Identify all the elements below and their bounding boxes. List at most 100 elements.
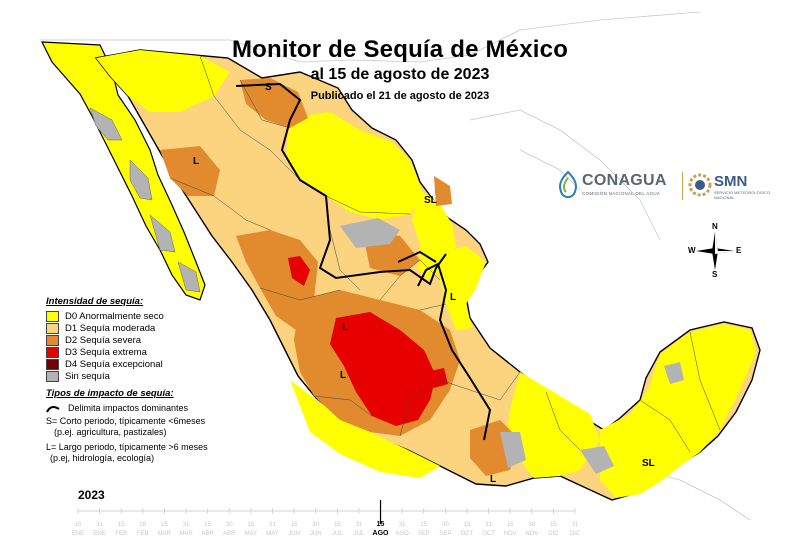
timeline-day-label: 15: [420, 522, 427, 528]
legend-item: D3 Sequía extrema: [46, 346, 276, 358]
legend-label: D3 Sequía extrema: [65, 346, 147, 358]
label-l-center-2: L: [340, 370, 346, 381]
d3-areas: [288, 256, 448, 426]
label-l-east: L: [450, 292, 456, 303]
legend-item: D2 Sequía severa: [46, 334, 276, 346]
compass-west: W: [688, 246, 696, 255]
timeline-month-label: FEB: [115, 531, 127, 537]
legend-swatch-d2: [46, 334, 59, 346]
legend-intensity-heading: Intensidad de sequía:: [46, 296, 144, 307]
compass-rose: N S E W: [688, 222, 742, 279]
timeline-day-label: 31: [356, 522, 363, 528]
impact-line-label: Delimita impactos dominantes: [68, 403, 189, 413]
timeline-year: 2023: [78, 488, 105, 502]
timeline-month-label: SEP: [418, 531, 430, 537]
timeline-day-label: 30: [442, 522, 449, 528]
timeline-month-label: JUL: [332, 531, 343, 537]
timeline-day-label: 31: [96, 522, 103, 528]
timeline-month-label: DIC: [570, 531, 581, 537]
timeline-day-label: 15: [507, 522, 514, 528]
conagua-logo-icon: [559, 170, 577, 198]
timeline-month-label: MAY: [266, 531, 279, 537]
timeline-day-label: 15: [550, 522, 557, 528]
timeline-day-label: 30: [312, 522, 319, 528]
legend-label: D2 Sequía severa: [65, 334, 142, 346]
compass-south: S: [712, 270, 718, 279]
label-s-north: S: [265, 82, 272, 93]
legend-label: D4 Sequía excepcional: [65, 358, 163, 370]
timeline-day-label: 31: [183, 522, 190, 528]
legend-label: D0 Anormalmente seco: [65, 310, 164, 322]
timeline: 15 ENE 31 ENE 15 FEB 28 FEB 15 MAR 31 MAR 15 ABR 30 ABR…: [72, 500, 581, 537]
short-term-line2: (p.ej. agricultura, pastizales): [54, 427, 167, 437]
logo-divider: [682, 172, 683, 200]
label-l-northwest: L: [193, 156, 199, 167]
short-term-line1: S= Corto periodo, típicamente <6meses: [46, 416, 206, 426]
legend-swatch-none: [46, 370, 59, 382]
conagua-logo: CONAGUA: [582, 172, 667, 189]
smn-logo-icon: [688, 173, 712, 197]
timeline-day-label: 31: [399, 522, 406, 528]
legend-item: D4 Sequía excepcional: [46, 358, 276, 370]
compass-north: N: [712, 222, 718, 231]
timeline-month-label: ABR: [223, 531, 236, 537]
baja-california: [41, 41, 206, 301]
timeline-month-label: MAR: [179, 531, 193, 537]
timeline-month-label: DIC: [548, 531, 559, 537]
long-term-note: L= Largo periodo, típicamente >6 meses (…: [46, 442, 276, 464]
map-date: al 15 de agosto de 2023: [310, 66, 490, 83]
legend-item: Sin sequía: [46, 370, 276, 382]
compass-icon: [696, 232, 734, 270]
timeline-month-label: JUN: [288, 531, 300, 537]
label-sl-northeast: SL: [424, 195, 437, 206]
legend-swatch-d1: [46, 322, 59, 334]
timeline-day-label: 15: [464, 522, 471, 528]
long-term-line1: L= Largo periodo, típicamente >6 meses: [46, 442, 208, 452]
timeline-month-label: OCT: [482, 531, 495, 537]
timeline-month-label: AGO: [395, 531, 409, 537]
legend-swatch-d0: [46, 310, 59, 322]
compass-east: E: [736, 246, 742, 255]
label-l-south: L: [490, 474, 496, 485]
smn-subtitle: SERVICIO METEOROLÓGICO NACIONAL: [714, 190, 770, 200]
timeline-day-label: 15: [248, 522, 255, 528]
published-date: Publicado el 21 de agosto de 2023: [310, 90, 490, 102]
legend-swatch-d4: [46, 358, 59, 370]
map-title: Monitor de Sequía de México: [231, 36, 569, 63]
legend-impact-line-item: Delimita impactos dominantes: [46, 402, 276, 415]
timeline-month-label: SEP: [439, 531, 451, 537]
legend-label: Sin sequía: [65, 370, 110, 382]
timeline-day-label: 31: [269, 522, 276, 528]
timeline-month-label: ENE: [93, 531, 105, 537]
timeline-day-label: 31: [572, 522, 579, 528]
timeline-day-label: 15: [377, 521, 385, 528]
timeline-day-label: 30: [528, 522, 535, 528]
timeline-month-label: ENE: [72, 531, 84, 537]
conagua-subtitle: COMISIÓN NACIONAL DEL AGUA: [582, 191, 661, 196]
timeline-month-label: MAY: [245, 531, 258, 537]
long-term-line2: (p.ej, hidrología, ecología): [50, 453, 155, 463]
legend-label: D1 Sequía moderada: [65, 322, 156, 334]
legend-item: D1 Sequía moderada: [46, 322, 276, 334]
timeline-month-label: JUL: [354, 531, 365, 537]
impact-line-icon: [46, 405, 60, 412]
timeline-month-label: JUN: [310, 531, 322, 537]
label-l-center-1: L: [342, 322, 348, 333]
timeline-month-label: NOV: [525, 531, 538, 537]
timeline-day-label: 15: [161, 522, 168, 528]
timeline-month-label: FEB: [137, 531, 149, 537]
logo-bar: CONAGUA COMISIÓN NACIONAL DEL AGUA SMN S…: [556, 168, 770, 208]
map-labels: S L SL L L L L SL: [193, 82, 655, 485]
timeline-day-label: 15: [204, 522, 211, 528]
legend-swatch-d3: [46, 346, 59, 358]
short-term-note: S= Corto periodo, típicamente <6meses (p…: [46, 416, 276, 438]
timeline-month-label: ABR: [201, 531, 214, 537]
timeline-month-label: NOV: [504, 531, 517, 537]
timeline-day-label: 15: [291, 522, 298, 528]
timeline-day-label: 31: [485, 522, 492, 528]
label-sl-southeast: SL: [642, 458, 655, 469]
impact-lines: [235, 82, 492, 441]
timeline-month-label: MAR: [158, 531, 172, 537]
timeline-day-label: 15: [75, 522, 82, 528]
